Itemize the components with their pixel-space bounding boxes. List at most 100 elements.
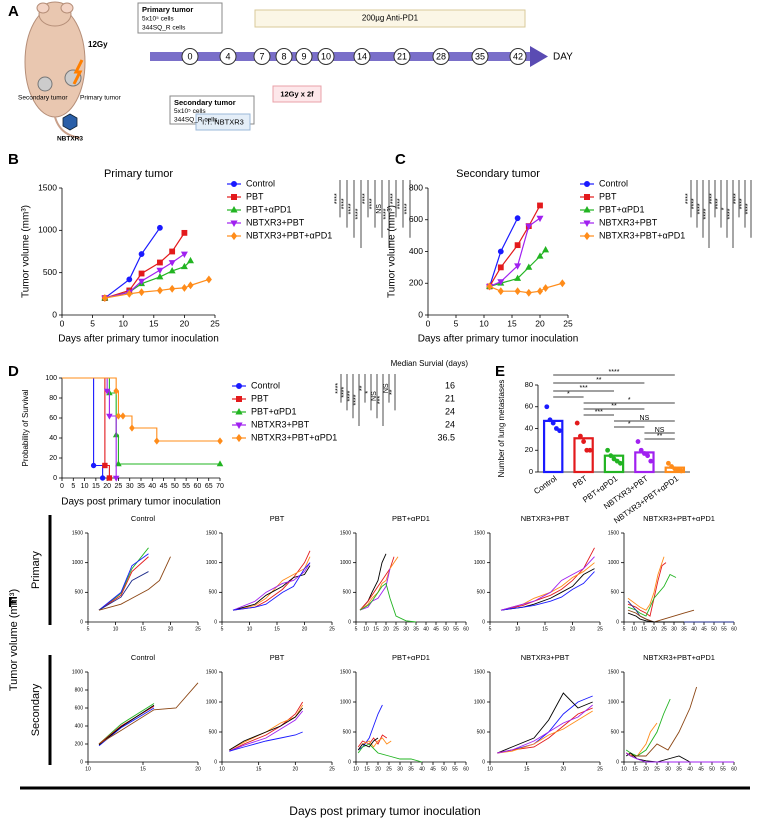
marker (514, 242, 521, 249)
day-label: 9 (301, 51, 306, 61)
x-tick-label: 40 (687, 766, 693, 772)
x-tick-label: 10 (113, 626, 119, 632)
x-tick-label: 30 (665, 766, 671, 772)
day-circle (509, 48, 527, 65)
marker (120, 412, 126, 420)
marker (216, 460, 224, 467)
significance-label: **** (685, 193, 692, 204)
x-tick-label: 15 (542, 626, 548, 632)
marker (217, 437, 223, 445)
significance-label: **** (362, 193, 369, 204)
y-tick-label: 20 (525, 445, 533, 454)
legend-label: PBT+αPD1 (251, 406, 296, 416)
y-tick-label: 1500 (72, 530, 83, 536)
y-tick-label: 40 (49, 435, 57, 442)
x-tick-label: 5 (87, 626, 90, 632)
day-circle (181, 48, 199, 65)
tumor-line (98, 556, 149, 611)
secondary-box-text: 344SQ_R cells (174, 117, 218, 124)
x-tick-label: 20 (180, 318, 190, 328)
y-tick-label: 1000 (608, 560, 619, 566)
tumor-line (625, 752, 691, 763)
x-tick-label: 30 (126, 483, 134, 490)
x-tick-label: 60 (463, 626, 469, 632)
x-tick-label: 25 (597, 766, 603, 772)
chart-title: PBT (270, 514, 285, 523)
y-tick-label: 400 (409, 246, 423, 256)
marker (115, 412, 122, 420)
radiation-box (272, 85, 322, 103)
x-tick-label: 15 (507, 318, 517, 328)
tumor-line (500, 556, 595, 611)
x-tick-label: 5 (489, 626, 492, 632)
x-tick-label: 10 (487, 766, 493, 772)
marker (102, 462, 108, 469)
y-tick-label: 500 (611, 729, 620, 735)
data-point (648, 458, 654, 464)
y-tick-label: 800 (409, 182, 423, 192)
x-tick-label: 25 (115, 483, 123, 490)
x-tick-label: 70 (216, 483, 224, 490)
tumor-line (232, 556, 311, 611)
y-tick-label: 1000 (72, 669, 83, 675)
x-tick-label: 55 (453, 626, 459, 632)
marker (113, 387, 120, 395)
x-tick-label: 45 (430, 766, 436, 772)
x-tick-label: 50 (709, 766, 715, 772)
day-axis-label: DAY (553, 52, 573, 63)
x-tick-label: 20 (570, 626, 576, 632)
x-tick-label: 20 (103, 483, 111, 490)
significance-label: **** (341, 386, 348, 397)
radiation-secondary: 12Gy x 2f (280, 89, 314, 98)
data-point (557, 428, 562, 434)
x-tick-label: 10 (363, 626, 369, 632)
marker (153, 437, 160, 445)
y-tick-label: 1000 (206, 699, 217, 705)
x-tick-label: 30 (403, 626, 409, 632)
y-tick-label: 1500 (206, 669, 217, 675)
marker (101, 294, 108, 303)
tumor-line (500, 562, 595, 611)
x-tick-label: 25 (329, 766, 335, 772)
day-label: 7 (259, 51, 264, 61)
legend-marker (583, 205, 591, 213)
day-label: 10 (321, 51, 331, 61)
x-tick-label: 5 (221, 626, 224, 632)
x-tick-label: 10 (81, 483, 89, 490)
day-circle (253, 48, 271, 65)
x-tick-label: 60 (731, 766, 737, 772)
x-tick-label: 20 (195, 766, 201, 772)
y-tick-label: 1000 (474, 560, 485, 566)
data-point (574, 420, 580, 426)
marker (169, 284, 176, 293)
x-tick-label: 40 (419, 766, 425, 772)
marker (138, 251, 145, 257)
significance-label: **** (355, 208, 362, 219)
y-axis-label: Probability of Survival (21, 389, 30, 466)
x-tick-label: 30 (397, 766, 403, 772)
marker (157, 224, 163, 231)
marker (103, 388, 111, 395)
marker (536, 287, 544, 296)
legend-label: NBTXR3+PBT+αPD1 (246, 230, 332, 240)
legend-label: PBT+αPD1 (246, 204, 291, 214)
y-tick-label: 500 (209, 590, 218, 596)
x-axis-label: Days after primary tumor inoculation (58, 334, 219, 345)
marker (99, 475, 106, 481)
chart-title: NBTXR3+PBT (521, 514, 570, 523)
legend-marker (584, 181, 590, 187)
marker (138, 288, 145, 297)
significance-label: *** (595, 409, 603, 416)
significance-label: * (628, 421, 631, 428)
significance-label: NS (376, 204, 383, 214)
data-point (678, 468, 684, 474)
tumor-line (500, 547, 595, 611)
x-tick-label: 15 (256, 766, 262, 772)
antipd1-box (254, 9, 526, 28)
day-circle (353, 48, 371, 65)
y-tick-label: 600 (75, 705, 84, 711)
series-line (104, 278, 210, 299)
series-line (104, 232, 185, 299)
x-tick-label: 20 (535, 318, 545, 328)
timeline-arrow-bar (150, 52, 530, 61)
